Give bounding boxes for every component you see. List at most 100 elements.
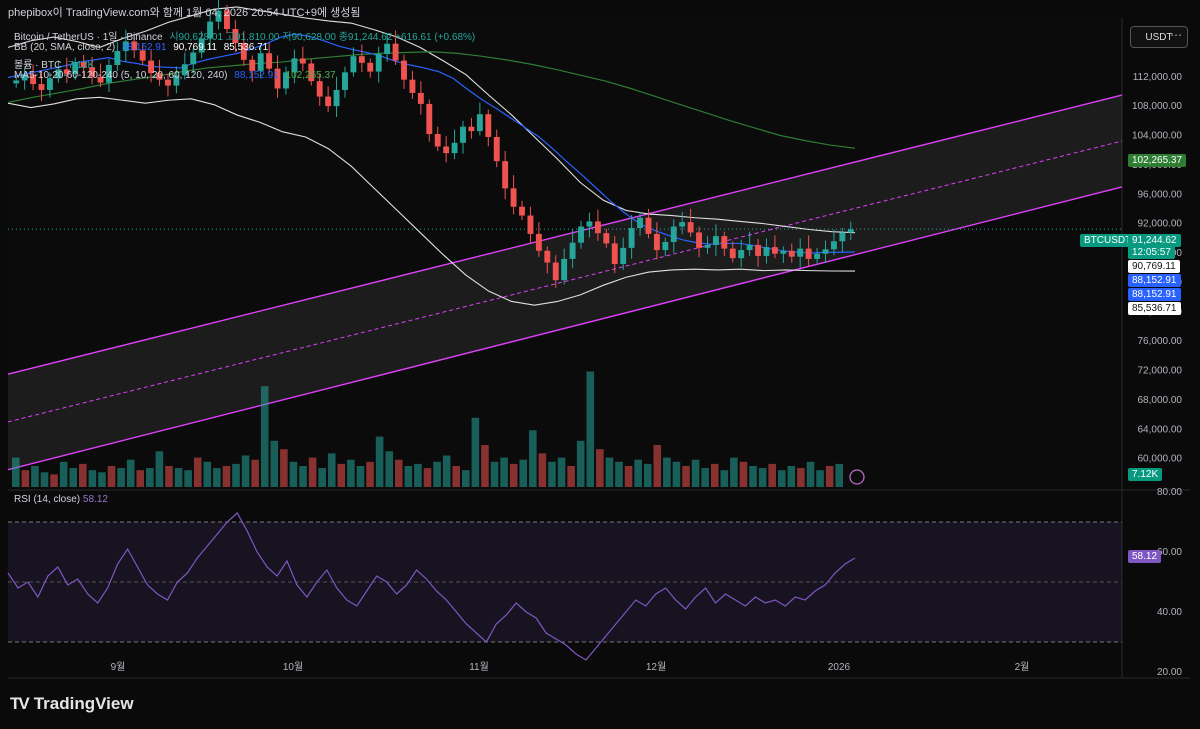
header-caption: phepibox이 TradingView.com와 함께 1월 04, 202… [8,7,361,19]
time-tick-label: 2월 [1015,661,1030,673]
candle-body [156,73,163,80]
candle-body [839,232,846,242]
volume-bar [462,470,470,487]
candle-body [434,134,441,147]
volume-bar [797,468,805,487]
legend-ma-long: 102,265.37 [285,70,336,81]
rsi-line [7,512,856,661]
volume-bar [193,457,202,487]
candle-body [822,249,829,254]
rsi-tick-label: 20.00 [1157,667,1182,678]
candle-body [173,75,180,86]
candle-body [603,233,610,244]
candle-body [443,146,450,154]
candle-body [350,56,357,73]
candle-body [746,244,753,251]
candle-body [620,247,627,265]
candle-body [80,62,87,68]
price-tick-label: 104,000.00 [1132,131,1182,142]
volume-bar [643,463,652,487]
candle-body [611,243,618,265]
rsi-legend[interactable]: RSI (14, close) 58.12 [14,494,108,505]
price-tick-label: 64,000.00 [1138,424,1183,435]
volume-bar [509,463,518,487]
volume-bar [682,466,690,487]
volume-bar [289,461,298,487]
more-menu-icon[interactable]: ⋯ [1170,28,1182,42]
candle-body [375,53,382,72]
legend-symbol: Bitcoin / TetherUS · 1일 · Binance [14,32,163,43]
volume-bar [40,472,49,487]
candle-body [628,228,635,248]
volume-bar [337,463,346,487]
candle-body [299,58,306,64]
volume-bar [720,470,729,487]
symbol-tag: BTCUSDT [1080,234,1136,247]
price-tick-label: 92,000.00 [1138,219,1183,230]
legend-ma-short: 88,152.91 [234,70,279,81]
candle-body [291,58,298,73]
volume-bar [260,386,269,487]
candle-body [696,232,702,248]
volume-bar [88,470,97,487]
legend-volume-row[interactable]: 볼륨 · BTC 7.12K [14,56,98,71]
candle-body [401,60,407,80]
candle-body [426,103,433,135]
volume-bar [356,466,365,487]
candle-body [97,76,104,83]
candle-body [519,206,525,216]
candle-body [325,96,332,107]
candle-body [122,41,129,52]
tradingview-logo[interactable]: TV TradingView [10,694,134,714]
candle-body [249,59,256,71]
candle-body [586,221,593,227]
volume-bar [222,466,231,487]
candle-body [814,253,821,259]
candle-body [510,188,517,207]
volume-bar [366,461,374,487]
volume-bar [596,449,604,487]
price-tick-label: 96,000.00 [1138,189,1183,200]
candle-body [797,248,804,257]
price-tick-label: 112,000.00 [1133,72,1183,83]
candle-body [830,241,837,250]
volume-bar [165,466,173,487]
candle-body [384,43,391,54]
price-tick-label: 60,000.00 [1138,454,1183,465]
volume-bar [615,461,623,487]
legend-bb-row[interactable]: BB (20, SMA, close, 2) 88,152.91 90,769.… [14,42,272,53]
volume-bar [567,466,575,487]
legend-bb-upper: 90,769.11 [173,42,217,53]
volume-bar [739,461,748,487]
bb-basis-tag: 88,152.91 [1128,274,1181,287]
volume-bar [280,449,288,487]
candle-body [333,89,340,107]
volume-bar [586,371,595,487]
volume-bar [710,463,719,487]
volume-bar [31,466,39,487]
volume-bar [777,470,786,487]
legend-ma-row[interactable]: MA5-10-20-60-120-240 (5, 10, 20, 60, 120… [14,70,340,81]
candle-body [165,79,171,86]
candle-body [392,43,399,61]
legend-ohlc: 시90,628.01 고91,810.00 저90,628.00 종91,244… [169,32,476,43]
volume-bar [299,466,307,487]
candle-body [367,62,374,72]
legend-ma-label: MA5-10-20-60-120-240 (5, 10, 20, 60, 120… [14,70,228,81]
rsi-tick-label: 60.00 [1157,547,1182,558]
price-pane [8,18,1122,488]
candle-body [847,229,854,233]
last-price-tag: 91,244.62 [1128,234,1181,247]
candle-body [181,64,188,76]
currency-button[interactable]: USDT [1130,26,1188,48]
volume-bar [232,463,240,487]
legend-symbol-row[interactable]: Bitcoin / TetherUS · 1일 · Binance 시90,62… [14,28,479,43]
candle-body [569,242,576,259]
volume-bar [117,468,125,487]
rsi-label: RSI (14, close) [14,494,81,505]
candle-body [207,21,214,39]
volume-bar [701,468,709,487]
volume-bar [471,417,480,487]
rsi-legend-value: 58.12 [82,494,108,505]
